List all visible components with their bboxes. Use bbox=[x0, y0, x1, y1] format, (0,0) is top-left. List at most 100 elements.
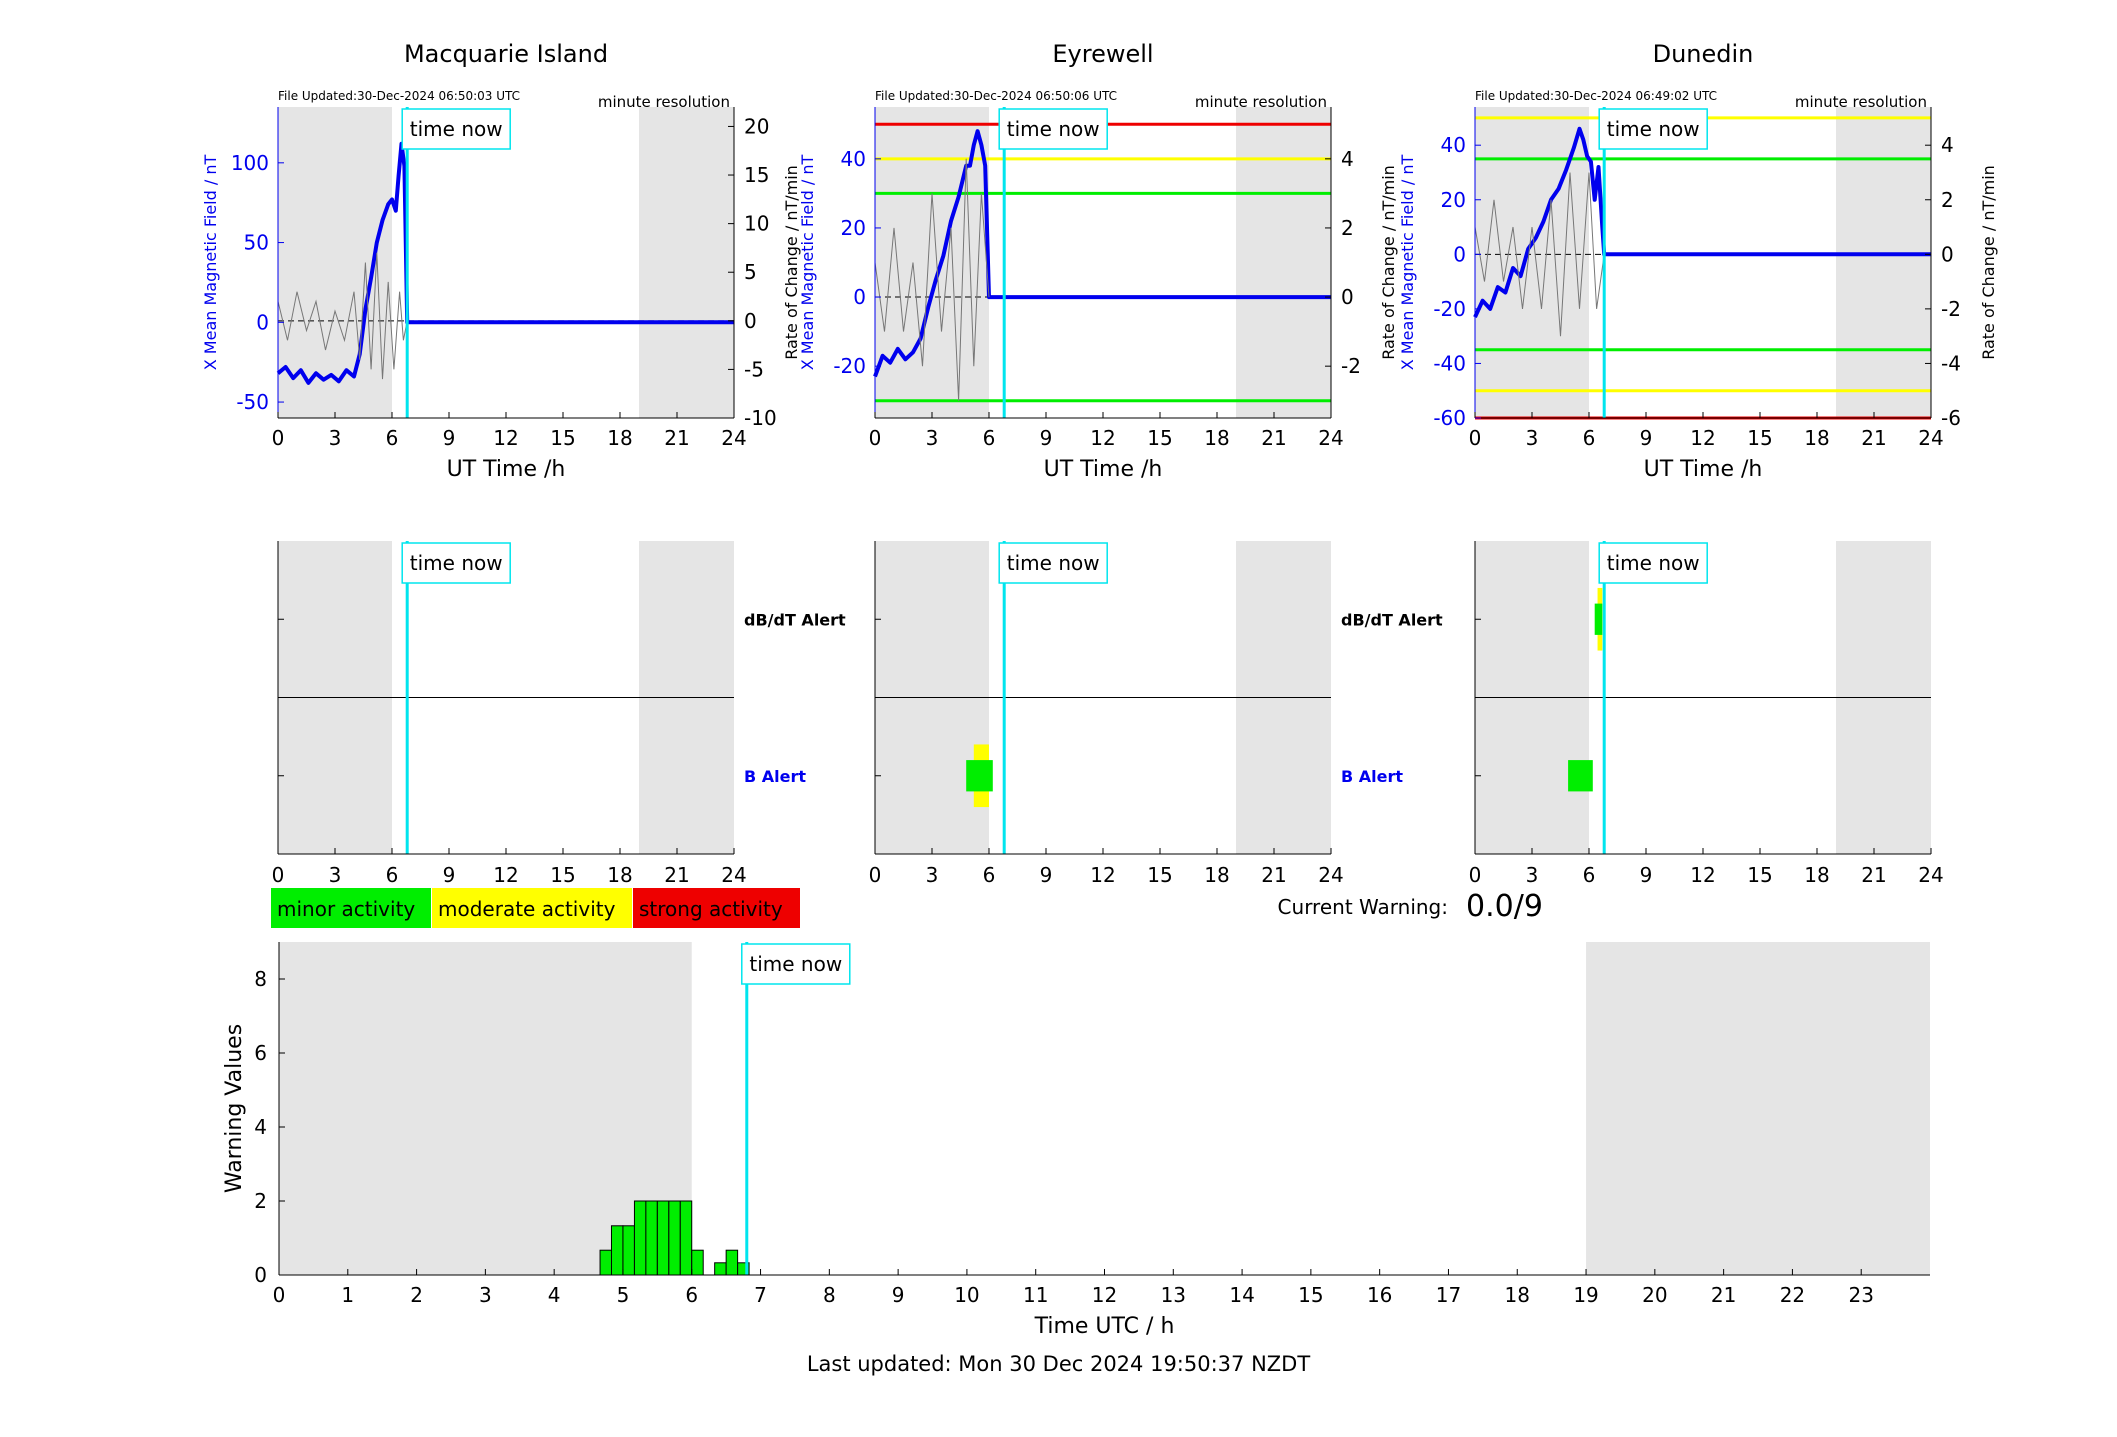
x-tick-label: 24 bbox=[721, 426, 746, 450]
x-tick-label: 6 bbox=[1583, 863, 1596, 887]
x-tick-label: 12 bbox=[1690, 426, 1715, 450]
activity-legend: minor activity moderate activity strong ac… bbox=[271, 888, 800, 928]
x-tick-label: 9 bbox=[892, 1283, 905, 1307]
x-tick-label: 21 bbox=[1261, 863, 1286, 887]
warning-bar bbox=[714, 1262, 727, 1276]
x-tick-label: 24 bbox=[1318, 863, 1343, 887]
time-now-flag-label: time now bbox=[1007, 117, 1100, 141]
x-tick-label: 18 bbox=[1804, 863, 1829, 887]
warning-bar bbox=[725, 1249, 739, 1276]
y-left-axis-label: X Mean Magnetic Field / nT bbox=[798, 155, 817, 371]
y-right-axis-label: Rate of Change / nT/min bbox=[1379, 165, 1398, 360]
minute-resolution-text: minute resolution bbox=[1795, 93, 1927, 111]
warning-bar bbox=[656, 1200, 670, 1276]
b-alert-label: B Alert bbox=[1341, 767, 1403, 786]
x-tick-label: 24 bbox=[1918, 426, 1943, 450]
x-tick-label: 1 bbox=[341, 1283, 354, 1307]
y-axis-label: Warning Values bbox=[222, 1024, 247, 1193]
x-tick-label: 9 bbox=[1640, 863, 1653, 887]
x-tick-label: 18 bbox=[1505, 1283, 1530, 1307]
x-tick-label: 0 bbox=[1469, 426, 1482, 450]
x-tick-label: 13 bbox=[1161, 1283, 1186, 1307]
time-now-flag-label: time now bbox=[410, 117, 503, 141]
warning-bar bbox=[691, 1249, 704, 1276]
x-tick-label: 5 bbox=[617, 1283, 630, 1307]
y-left-tick-label: -60 bbox=[1433, 406, 1466, 430]
y-left-tick-label: 20 bbox=[1441, 188, 1466, 212]
x-tick-label: 18 bbox=[607, 863, 632, 887]
x-tick-label: 0 bbox=[272, 863, 285, 887]
y-right-tick-label: 2 bbox=[1941, 188, 1954, 212]
x-tick-label: 19 bbox=[1573, 1283, 1598, 1307]
x-tick-label: 15 bbox=[550, 863, 575, 887]
file-updated-text: File Updated:30-Dec-2024 06:50:06 UTC bbox=[875, 89, 1117, 103]
legend-label-strong: strong activity bbox=[639, 897, 783, 921]
y-right-tick-label: 0 bbox=[1341, 285, 1354, 309]
night-band bbox=[279, 942, 692, 1275]
x-tick-label: 12 bbox=[1090, 863, 1115, 887]
y-right-tick-label: 2 bbox=[1341, 216, 1354, 240]
station-title: Eyrewell bbox=[1052, 40, 1153, 68]
y-right-tick-label: 0 bbox=[744, 309, 757, 333]
y-right-tick-label: 5 bbox=[744, 260, 757, 284]
x-tick-label: 3 bbox=[329, 863, 342, 887]
y-right-tick-label: -2 bbox=[1341, 354, 1361, 378]
y-right-tick-label: -6 bbox=[1941, 406, 1961, 430]
x-tick-label: 3 bbox=[926, 426, 939, 450]
x-tick-label: 15 bbox=[550, 426, 575, 450]
x-tick-label: 9 bbox=[1040, 426, 1053, 450]
y-right-tick-label: 4 bbox=[1941, 133, 1954, 157]
warning-bar bbox=[645, 1200, 658, 1276]
x-tick-label: 12 bbox=[1090, 426, 1115, 450]
y-left-tick-label: 0 bbox=[853, 285, 866, 309]
warning-bar bbox=[599, 1249, 613, 1276]
x-tick-label: 3 bbox=[1526, 863, 1539, 887]
dbdt-alert-label: dB/dT Alert bbox=[1341, 610, 1443, 629]
alert-cell-minor bbox=[1594, 603, 1603, 635]
y-tick-label: 6 bbox=[254, 1041, 267, 1065]
minute-resolution-text: minute resolution bbox=[598, 93, 730, 111]
night-band bbox=[639, 107, 734, 418]
x-tick-label: 14 bbox=[1229, 1283, 1254, 1307]
y-right-tick-label: -5 bbox=[744, 357, 764, 381]
x-tick-label: 3 bbox=[479, 1283, 492, 1307]
time-now-flag-box bbox=[401, 542, 511, 584]
time-now-flag-box bbox=[998, 108, 1108, 150]
x-tick-label: 3 bbox=[329, 426, 342, 450]
y-left-tick-label: 50 bbox=[244, 231, 269, 255]
alert-cell-minor bbox=[966, 760, 993, 792]
x-tick-label: 24 bbox=[1318, 426, 1343, 450]
x-tick-label: 18 bbox=[1204, 426, 1229, 450]
time-now-flag-label: time now bbox=[1607, 551, 1700, 575]
y-right-axis-label: Rate of Change / nT/min bbox=[782, 165, 801, 360]
alert-panel-1: time now 0 3 6 9 12 15 18 21 24 dB/dT Alert B Alert bbox=[272, 541, 846, 887]
y-right-tick-label: -4 bbox=[1941, 351, 1961, 375]
x-tick-label: 9 bbox=[1040, 863, 1053, 887]
x-tick-label: 21 bbox=[1261, 426, 1286, 450]
x-tick-label: 3 bbox=[926, 863, 939, 887]
magnetic-field-series bbox=[873, 129, 1331, 378]
x-tick-label: 0 bbox=[273, 1283, 286, 1307]
x-axis-label: UT Time /h bbox=[1044, 457, 1163, 482]
x-axis-label: Time UTC / h bbox=[1034, 1314, 1175, 1339]
station-chart-3: Dunedin File Updated:30-Dec-2024 06:49:02… bbox=[1398, 40, 1998, 482]
legend-label-minor: minor activity bbox=[277, 897, 415, 921]
x-tick-label: 6 bbox=[386, 426, 399, 450]
y-left-tick-label: -50 bbox=[236, 390, 269, 414]
y-left-axis-label: X Mean Magnetic Field / nT bbox=[201, 155, 220, 371]
time-now-flag-label: time now bbox=[410, 551, 503, 575]
x-axis-label: UT Time /h bbox=[1644, 457, 1763, 482]
b-alert-label: B Alert bbox=[744, 767, 806, 786]
x-tick-label: 24 bbox=[721, 863, 746, 887]
x-tick-label: 6 bbox=[983, 863, 996, 887]
x-tick-label: 3 bbox=[1526, 426, 1539, 450]
x-tick-label: 15 bbox=[1147, 426, 1172, 450]
time-now-flag-box bbox=[401, 108, 511, 150]
station-title: Dunedin bbox=[1653, 40, 1754, 68]
x-tick-label: 18 bbox=[1204, 863, 1229, 887]
x-tick-label: 4 bbox=[548, 1283, 561, 1307]
x-tick-label: 12 bbox=[493, 426, 518, 450]
legend-label-moderate: moderate activity bbox=[438, 897, 616, 921]
x-tick-label: 10 bbox=[954, 1283, 979, 1307]
